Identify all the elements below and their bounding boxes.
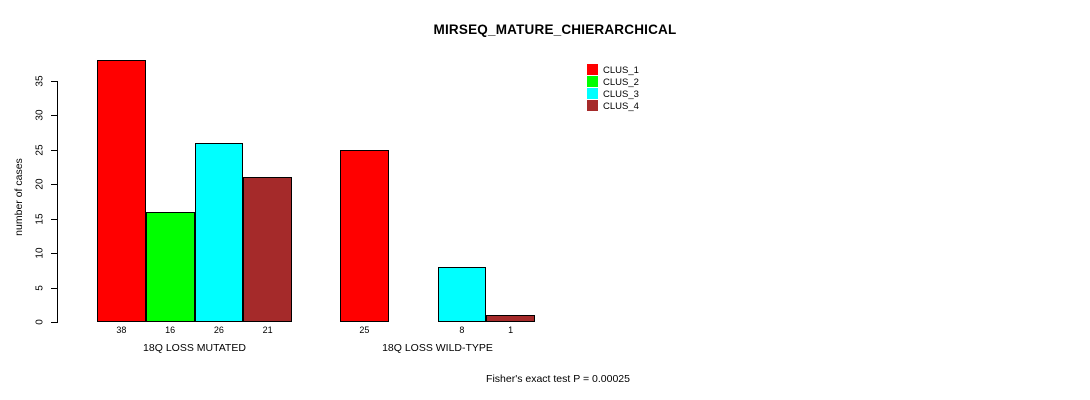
bar-clus_1-group1: [97, 60, 146, 322]
bar-clus_2-group1: [145, 211, 195, 322]
fisher-test-annotation: Fisher's exact test P = 0.00025: [486, 373, 630, 385]
bar-value-label: 16: [165, 325, 176, 335]
y-tick-label: 30: [34, 109, 46, 121]
y-tick-mark: [51, 81, 58, 82]
bar-clus_3-group1: [194, 142, 244, 322]
y-tick-mark: [51, 218, 58, 220]
bar-value-label: 8: [459, 325, 465, 335]
bar-clus_4-group1: [243, 177, 292, 322]
legend-swatch: [587, 64, 598, 75]
bar-clus_1-group2: [340, 149, 389, 322]
chart-title: MIRSEQ_MATURE_CHIERARCHICAL: [433, 22, 677, 37]
y-tick-label: 15: [34, 213, 46, 225]
y-tick-mark: [51, 149, 58, 151]
y-axis-line: [57, 81, 58, 322]
y-tick-label: 25: [34, 144, 46, 156]
y-tick-label: 5: [34, 284, 46, 291]
bar-value-label: 21: [262, 325, 273, 335]
y-tick-mark: [51, 253, 58, 255]
bar-value-label: 38: [116, 325, 127, 335]
y-tick-mark: [51, 115, 58, 117]
y-tick-mark: [51, 184, 58, 186]
legend-swatch: [587, 100, 598, 111]
legend-swatch: [587, 88, 598, 99]
x-axis-category-label: 18Q LOSS WILD-TYPE: [382, 342, 493, 354]
legend-label: CLUS_1: [603, 64, 639, 76]
y-tick-mark: [51, 287, 58, 289]
bar-value-label: 26: [213, 325, 224, 335]
legend-label: CLUS_3: [603, 88, 639, 100]
y-tick-mark: [51, 322, 58, 323]
bar-clus_3-group2: [437, 266, 487, 322]
legend-label: CLUS_4: [603, 100, 639, 112]
y-tick-label: 0: [34, 319, 46, 325]
bar-value-label: 1: [508, 325, 514, 335]
bar-value-label: 25: [359, 325, 370, 335]
legend-swatch: [587, 76, 598, 87]
bar-clus_4-group2: [486, 315, 535, 322]
y-tick-label: 35: [34, 75, 46, 87]
legend-label: CLUS_2: [603, 76, 639, 88]
y-axis-label: number of cases: [13, 158, 25, 236]
y-tick-label: 10: [34, 247, 46, 259]
y-tick-label: 20: [34, 178, 46, 190]
x-axis-category-label: 18Q LOSS MUTATED: [143, 342, 246, 354]
